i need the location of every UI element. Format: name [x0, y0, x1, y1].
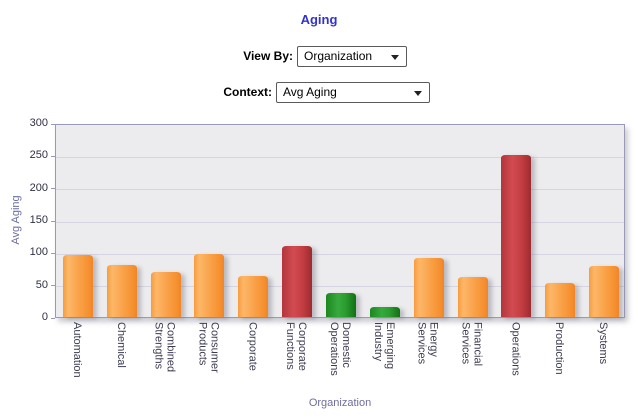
y-tick-label-300: 300: [29, 117, 48, 129]
x-label-text: Automation: [70, 322, 83, 378]
y-tick-label-0: 0: [41, 311, 48, 323]
x-label-text: Production: [553, 322, 566, 375]
x-label-operations: Operations: [493, 322, 537, 398]
gridline-200: [56, 189, 624, 191]
y-tick-mark-150: [51, 220, 55, 222]
y-tick-mark-300: [51, 123, 55, 125]
bar-systems[interactable]: [589, 266, 620, 317]
chevron-down-icon: [391, 55, 399, 60]
plot-area: [55, 124, 625, 318]
x-label-text: Domestic Operations: [327, 322, 352, 376]
y-tick-mark-200: [51, 188, 55, 190]
view-by-dropdown[interactable]: Organization: [297, 46, 407, 67]
x-label-emerging-industry: Emerging Industry: [362, 322, 406, 398]
context-dropdown[interactable]: Avg Aging: [276, 82, 430, 103]
y-tick-mark-250: [51, 155, 55, 157]
x-label-domestic-operations: Domestic Operations: [318, 322, 362, 398]
x-label-text: Chemical: [114, 322, 127, 368]
y-tick-label-50: 50: [35, 278, 48, 291]
bar-consumer-products[interactable]: [194, 254, 225, 317]
x-label-financial-services: Financial Services: [450, 322, 494, 398]
x-label-production: Production: [537, 322, 581, 398]
x-label-corporate: Corporate: [230, 322, 274, 398]
page-title: Aging: [300, 12, 338, 27]
bar-automation[interactable]: [62, 255, 93, 317]
bar-emerging-industry[interactable]: [369, 307, 400, 317]
x-label-text: Combined Strengths: [152, 322, 177, 373]
view-by-selected-value: Organization: [304, 49, 373, 63]
y-tick-mark-0: [51, 317, 55, 319]
bar-domestic-operations[interactable]: [326, 293, 356, 317]
x-label-text: Financial Services: [459, 322, 484, 367]
bar-financial-services[interactable]: [457, 277, 488, 317]
y-tick-mark-100: [51, 252, 55, 254]
y-tick-mark-50: [51, 285, 55, 287]
gridline-250: [56, 156, 624, 158]
chevron-down-icon: [414, 91, 422, 96]
y-tick-label-150: 150: [29, 214, 48, 226]
gridline-150: [56, 221, 624, 223]
x-label-corporate-functions: Corporate Functions: [274, 322, 318, 398]
bar-corporate-functions[interactable]: [282, 246, 313, 317]
x-label-text: Operations: [509, 322, 522, 376]
x-label-text: Consumer Products: [196, 322, 221, 373]
x-label-combined-strengths: Combined Strengths: [143, 322, 187, 398]
x-label-chemical: Chemical: [99, 322, 143, 398]
bar-combined-strengths[interactable]: [150, 272, 181, 317]
bar-chemical[interactable]: [106, 265, 137, 317]
gridline-100: [56, 253, 624, 255]
x-label-text: Systems: [597, 322, 610, 365]
x-label-text: Corporate Functions: [284, 322, 309, 371]
x-label-text: Emerging Industry: [371, 322, 396, 370]
x-label-consumer-products: Consumer Products: [187, 322, 231, 398]
context-selected-value: Avg Aging: [283, 85, 337, 99]
y-tick-label-200: 200: [29, 181, 48, 194]
x-label-text: Energy Services: [415, 322, 440, 365]
x-axis-title: Organization: [308, 397, 372, 409]
x-label-automation: Automation: [55, 322, 99, 398]
bar-production[interactable]: [545, 283, 576, 317]
y-tick-label-100: 100: [29, 246, 48, 259]
gridline-50: [56, 286, 624, 288]
bar-corporate[interactable]: [238, 276, 269, 317]
y-tick-label-250: 250: [29, 149, 48, 162]
x-label-systems: Systems: [581, 322, 625, 398]
bar-operations[interactable]: [501, 155, 532, 317]
bar-energy-services[interactable]: [413, 258, 444, 317]
x-label-text: Corporate: [246, 322, 259, 371]
x-label-energy-services: Energy Services: [406, 322, 450, 398]
context-label: Context:: [223, 85, 272, 99]
view-by-label: View By:: [243, 49, 293, 63]
